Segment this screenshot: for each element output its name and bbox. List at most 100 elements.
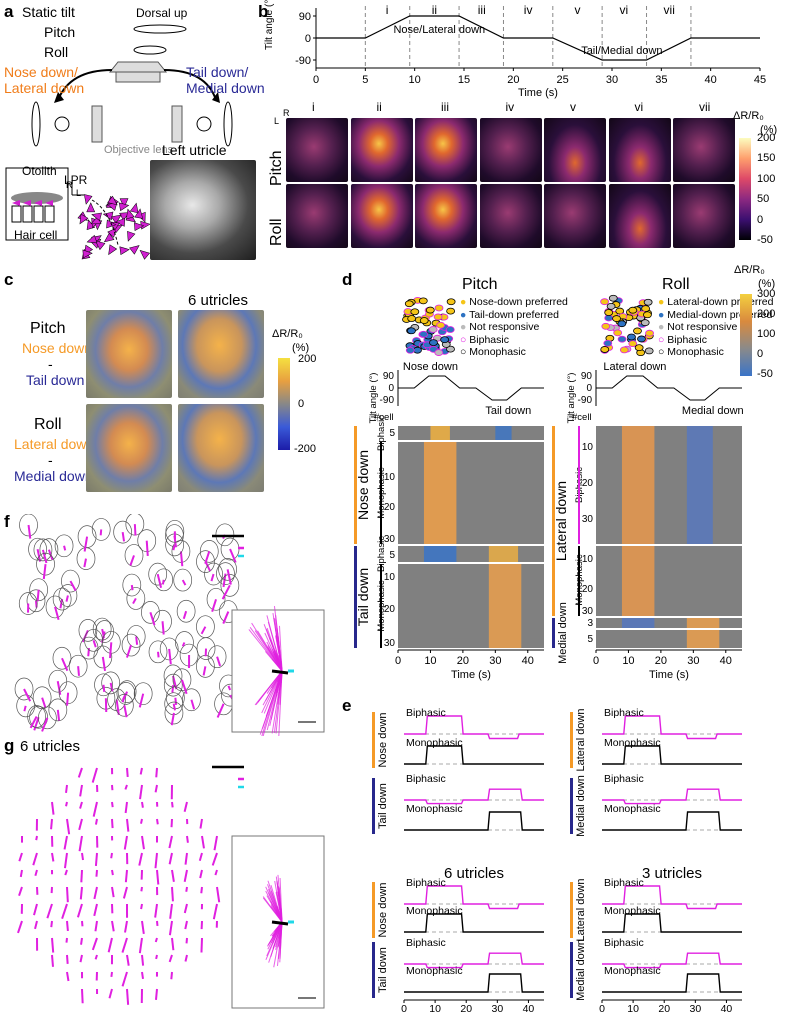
e-row-label: Monophasic [406,737,463,749]
d-heatmap-response [621,618,655,628]
g-vector [154,937,158,943]
d-cbar-tick: 0 [757,348,764,360]
inset-vector [274,618,283,672]
f-vector [227,685,232,691]
panel-letter-g: g [4,736,15,755]
g-vector [126,767,129,778]
g-vector [51,937,55,953]
f-vector [133,524,137,536]
e-trace [602,913,742,933]
f-vector [35,600,38,608]
lpr-triangle [140,220,151,230]
g-vector [183,903,188,914]
e-group-bar [570,942,573,998]
f-vector [63,545,67,551]
f-cell-outline [206,587,226,611]
e-xtick-label: 30 [689,1003,701,1015]
d-cell [627,333,636,341]
f-cell-outline [48,669,68,693]
g-vector [93,886,98,900]
e-xtick-label: 30 [491,1003,503,1015]
g-vector [81,988,84,1004]
g-vector [124,784,128,790]
e-row-label: Monophasic [406,905,463,917]
g-vector [141,920,145,935]
d-cell [434,304,444,312]
e-trace [404,952,544,969]
g-vector [61,903,68,920]
e-three-title: 3 utricles [642,865,702,882]
g-vector [65,801,68,807]
c-roll-average [178,404,264,492]
d-med-bar [552,618,555,648]
c-minus-1: - [48,356,53,372]
d-pitch-biphasic-2: Biphasic [376,536,387,572]
d-legend-marker: ● [658,308,668,321]
utricle-image [150,160,256,260]
d-nose-annot: Nose down [403,361,458,373]
g-vector [212,903,218,920]
d-xtick-label: 30 [489,655,501,667]
c-tail-down: Tail down [26,372,85,388]
d-cell [637,335,646,343]
c-cbar-tick-2: -200 [294,443,317,455]
f-vector [27,524,32,539]
b-phase-label: vi [620,3,629,17]
d-xtick-label: 40 [522,655,534,667]
inset-vector [278,625,283,672]
d-row-tick: 10 [582,442,594,453]
f-vector [181,579,187,586]
g-vector [124,801,128,814]
b-cbar-tick: 200 [757,132,776,144]
c-medial-down: Medial down [14,468,93,484]
g-vector [171,937,175,951]
g-vector [171,869,175,882]
g-vector [168,920,173,936]
c-cbar-title: ΔR/R₀ [272,328,303,340]
e-trace [602,973,742,993]
d-cell [628,340,638,348]
d-subbar [578,426,580,544]
f-vector [23,705,27,712]
f-cell-outline [61,569,80,593]
e-xtick-label: 20 [658,1003,670,1015]
lpr-triangle [91,212,102,222]
f-cell-outline [19,514,38,537]
c-minus-2: - [48,452,53,468]
g-vector [183,869,188,883]
d-cbar-title: ΔR/R₀ [734,264,765,276]
g-vector [92,801,98,817]
e-row-label: Biphasic [406,937,446,949]
f-cell-outline [77,525,97,548]
lpr-triangle [79,213,89,225]
d-cell [643,298,653,306]
b-xtick-label: 0 [313,74,319,86]
e-group-bar [372,778,375,834]
inset-vector [275,921,283,951]
f-vector [92,640,97,648]
f-cell-outline [94,673,113,697]
e-group-label: Lateral down [575,709,587,772]
f-vector [102,684,106,692]
f-cell-outline [58,584,78,607]
g-vector [79,784,83,797]
d-cell [410,308,420,316]
d-cell [640,319,650,327]
lpr-triangle [126,208,135,220]
f-cell-outline [175,631,194,654]
inset-vector [271,921,283,939]
c-pitch-single [86,310,172,398]
b-response-image [608,118,671,182]
g-vector [169,903,173,919]
f-vector [129,555,135,566]
e-xtick-label: 10 [627,1003,639,1015]
c-title: 6 utricles [188,292,249,309]
b-xtick-label: 5 [362,74,368,86]
d-xtick-label: 10 [424,655,436,667]
f-cell-outline [39,538,59,562]
g-vector [91,937,98,951]
panel-letter-f: f [4,512,10,531]
d-xtick-label: 20 [457,655,469,667]
g-vector [168,835,173,849]
d-legend-text: Biphasic [469,333,509,346]
